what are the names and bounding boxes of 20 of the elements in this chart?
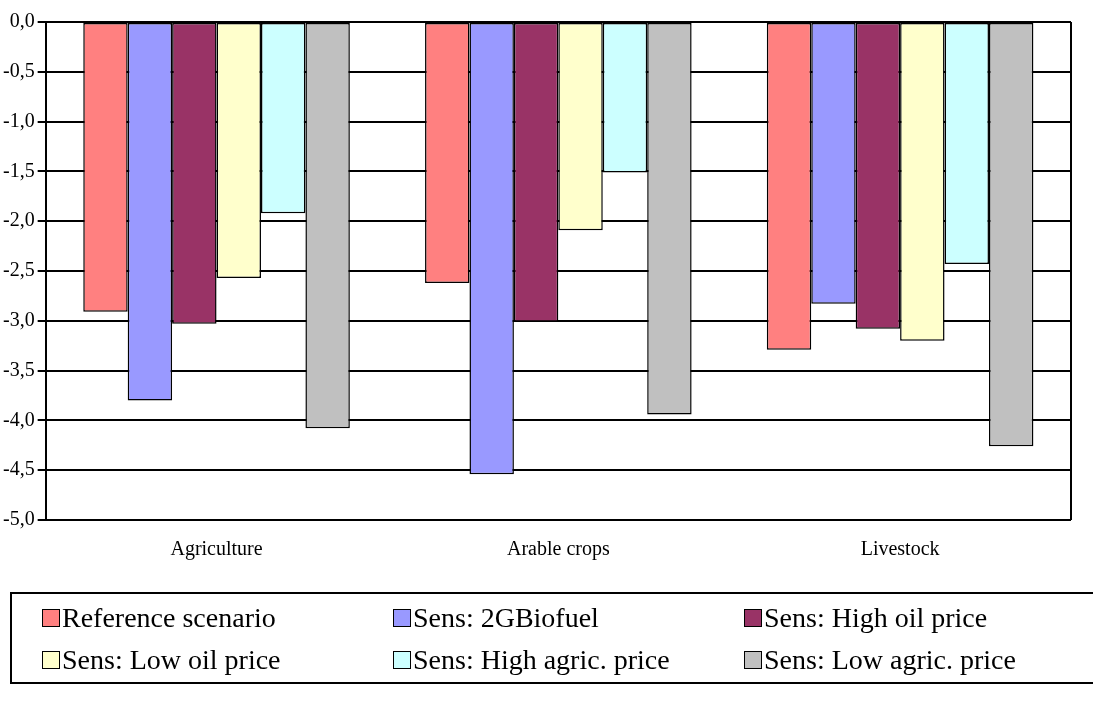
y-tick-label: -4,0 [2, 407, 35, 430]
legend-label: Reference scenario [62, 602, 276, 634]
x-tick-label: Arable crops [506, 537, 610, 561]
legend-label: Sens: High oil price [764, 602, 988, 634]
y-tick-label: -1,0 [2, 108, 35, 131]
x-tick-label: Agriculture [170, 537, 263, 561]
y-tick-label: -5,0 [2, 507, 35, 530]
legend-label: Sens: Low agric. price [764, 644, 1016, 676]
y-tick-label: 0,0 [9, 9, 35, 32]
legend-label: Sens: 2GBiofuel [413, 602, 599, 634]
y-tick-label: -3,0 [2, 308, 35, 331]
y-tick-label: -3,5 [2, 357, 35, 380]
y-tick-label: -4,5 [2, 457, 35, 480]
y-tick-label: -0,5 [2, 59, 35, 82]
y-tick-label: -2,5 [2, 258, 35, 281]
y-tick-label: -2,0 [2, 208, 35, 231]
x-tick-label: Livestock [860, 537, 940, 560]
y-tick-label: -1,5 [2, 158, 35, 181]
legend-label: Sens: Low oil price [62, 644, 281, 676]
legend-label: Sens: High agric. price [413, 644, 670, 676]
